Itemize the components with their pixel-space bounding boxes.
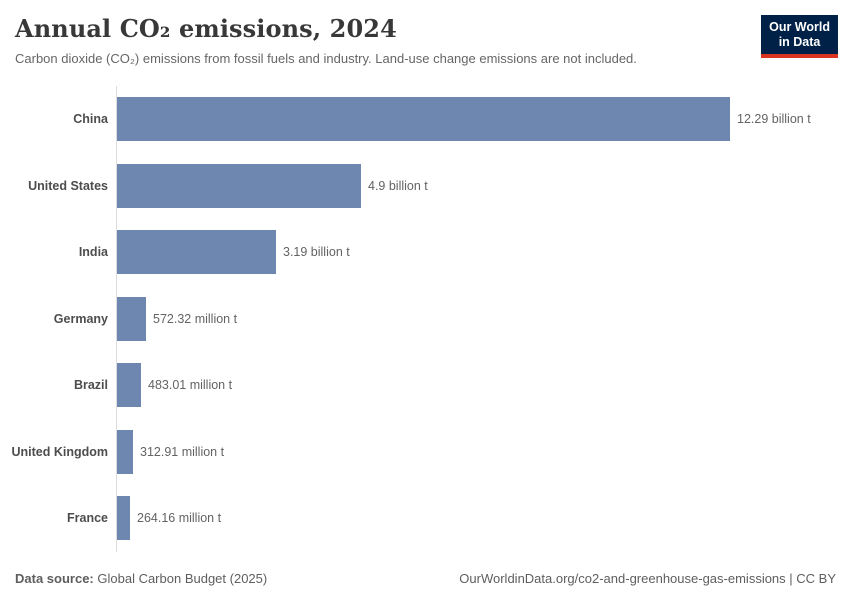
value-label: 312.91 million t: [140, 444, 225, 459]
owid-logo[interactable]: Our World in Data: [761, 15, 838, 58]
bar-area: 3.19 billion t: [116, 219, 850, 286]
bar-row: China 12.29 billion t: [0, 86, 850, 153]
value-label: 572.32 million t: [153, 311, 238, 326]
value-label: 483.01 million t: [148, 378, 233, 393]
category-label: France: [67, 511, 108, 526]
bar-row: Germany 572.32 million t: [0, 285, 850, 352]
bar-area: 4.9 billion t: [116, 152, 850, 219]
bar[interactable]: [117, 97, 730, 142]
category-label: Germany: [53, 311, 108, 326]
bar-area: 483.01 million t: [116, 352, 850, 419]
bar-area: 264.16 million t: [116, 485, 850, 552]
category-label: United States: [28, 178, 108, 193]
title-block: Annual CO₂ emissions, 2024 Carbon dioxid…: [15, 14, 637, 66]
bar[interactable]: [117, 363, 141, 408]
value-label: 3.19 billion t: [283, 245, 350, 260]
bar[interactable]: [117, 163, 361, 208]
category-label: United Kingdom: [11, 444, 108, 459]
bar-area: 12.29 billion t: [116, 86, 850, 153]
chart-subtitle: Carbon dioxide (CO₂) emissions from foss…: [15, 50, 637, 66]
chart-title: Annual CO₂ emissions, 2024: [15, 14, 397, 43]
data-source-label: Data source:: [15, 571, 94, 586]
bar-row: Brazil 483.01 million t: [0, 352, 850, 419]
value-label: 12.29 billion t: [737, 112, 811, 127]
bar-row: United Kingdom 312.91 million t: [0, 418, 850, 485]
bar-area: 312.91 million t: [116, 418, 850, 485]
owid-logo-line2: in Data: [778, 34, 821, 49]
owid-logo-line1: Our World: [769, 20, 830, 34]
bar-area: 572.32 million t: [116, 285, 850, 352]
bar-row: India 3.19 billion t: [0, 219, 850, 286]
category-label: Brazil: [73, 378, 108, 393]
chart-header: Annual CO₂ emissions, 2024 Carbon dioxid…: [15, 14, 838, 66]
bar-chart: China 12.29 billion t United States 4.9 …: [0, 86, 850, 552]
bar[interactable]: [117, 296, 146, 341]
credit-link[interactable]: OurWorldinData.org/co2-and-greenhouse-ga…: [459, 571, 836, 586]
value-label: 264.16 million t: [137, 511, 222, 526]
bar-row: France 264.16 million t: [0, 485, 850, 552]
bar[interactable]: [117, 496, 130, 541]
data-source-value: Global Carbon Budget (2025): [97, 571, 268, 586]
value-label: 4.9 billion t: [368, 178, 428, 193]
bar[interactable]: [117, 429, 133, 474]
category-label: China: [73, 112, 108, 127]
chart-footer: Data source: Global Carbon Budget (2025)…: [15, 571, 836, 586]
bar[interactable]: [117, 230, 276, 275]
data-source: Data source: Global Carbon Budget (2025): [15, 571, 267, 586]
bar-row: United States 4.9 billion t: [0, 152, 850, 219]
category-label: India: [78, 245, 108, 260]
